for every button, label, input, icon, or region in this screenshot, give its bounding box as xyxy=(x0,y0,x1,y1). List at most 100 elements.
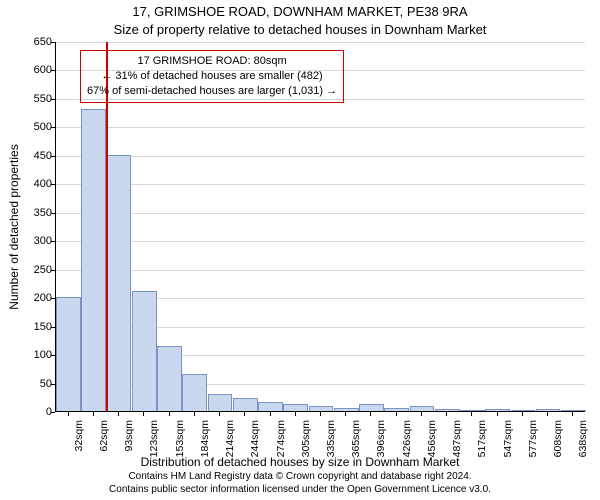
x-tick-label: 244sqm xyxy=(249,420,261,470)
grid-line xyxy=(56,156,585,157)
x-tick-label: 335sqm xyxy=(325,420,337,470)
x-tick-mark xyxy=(194,412,195,416)
footer-line-2: Contains public sector information licen… xyxy=(0,484,600,497)
grid-line xyxy=(56,127,585,128)
y-tick-label: 500 xyxy=(12,121,52,133)
histogram-bar xyxy=(460,410,485,411)
y-tick-label: 100 xyxy=(12,349,52,361)
y-tick-label: 550 xyxy=(12,93,52,105)
x-tick-label: 365sqm xyxy=(350,420,362,470)
annotation-line-1: 17 GRIMSHOE ROAD: 80sqm xyxy=(87,54,337,69)
histogram-bar xyxy=(81,109,106,411)
y-tick-mark xyxy=(51,384,55,385)
y-tick-mark xyxy=(51,213,55,214)
x-tick-label: 396sqm xyxy=(375,420,387,470)
x-tick-label: 608sqm xyxy=(552,420,564,470)
x-tick-mark xyxy=(118,412,119,416)
histogram-bar xyxy=(208,394,233,411)
y-tick-mark xyxy=(51,412,55,413)
grid-line xyxy=(56,213,585,214)
x-tick-label: 487sqm xyxy=(451,420,463,470)
y-tick-mark xyxy=(51,127,55,128)
histogram-bar xyxy=(485,409,510,411)
x-tick-label: 32sqm xyxy=(73,420,85,470)
histogram-bar xyxy=(107,155,132,411)
histogram-bar xyxy=(258,402,283,411)
y-tick-label: 150 xyxy=(12,321,52,333)
y-tick-mark xyxy=(51,184,55,185)
x-tick-mark xyxy=(396,412,397,416)
y-tick-label: 450 xyxy=(12,150,52,162)
x-tick-label: 456sqm xyxy=(426,420,438,470)
histogram-bar xyxy=(334,408,359,411)
x-tick-mark xyxy=(497,412,498,416)
y-tick-label: 300 xyxy=(12,235,52,247)
y-tick-mark xyxy=(51,70,55,71)
histogram-bar xyxy=(132,291,157,411)
grid-line xyxy=(56,184,585,185)
x-tick-label: 184sqm xyxy=(199,420,211,470)
histogram-bar xyxy=(536,409,561,411)
y-tick-mark xyxy=(51,42,55,43)
y-tick-mark xyxy=(51,327,55,328)
y-tick-label: 200 xyxy=(12,292,52,304)
x-tick-mark xyxy=(143,412,144,416)
x-tick-mark xyxy=(547,412,548,416)
x-tick-mark xyxy=(270,412,271,416)
x-tick-label: 426sqm xyxy=(401,420,413,470)
x-tick-mark xyxy=(370,412,371,416)
y-tick-label: 0 xyxy=(12,406,52,418)
x-tick-mark xyxy=(421,412,422,416)
footer-attribution: Contains HM Land Registry data © Crown c… xyxy=(0,471,600,496)
y-tick-mark xyxy=(51,270,55,271)
x-tick-mark xyxy=(446,412,447,416)
x-tick-label: 577sqm xyxy=(527,420,539,470)
grid-line xyxy=(56,241,585,242)
x-tick-mark xyxy=(572,412,573,416)
histogram-bar xyxy=(435,409,460,411)
x-tick-label: 547sqm xyxy=(502,420,514,470)
x-tick-mark xyxy=(68,412,69,416)
histogram-bar xyxy=(157,346,182,411)
x-tick-label: 62sqm xyxy=(98,420,110,470)
y-tick-mark xyxy=(51,355,55,356)
x-tick-mark xyxy=(244,412,245,416)
y-tick-label: 600 xyxy=(12,64,52,76)
x-tick-mark xyxy=(471,412,472,416)
x-tick-mark xyxy=(169,412,170,416)
grid-line xyxy=(56,42,585,43)
histogram-bar xyxy=(182,374,207,411)
y-tick-mark xyxy=(51,156,55,157)
histogram-bar xyxy=(283,404,308,411)
title-line-1: 17, GRIMSHOE ROAD, DOWNHAM MARKET, PE38 … xyxy=(0,4,600,19)
footer-line-1: Contains HM Land Registry data © Crown c… xyxy=(0,471,600,484)
x-tick-label: 274sqm xyxy=(275,420,287,470)
annotation-box: 17 GRIMSHOE ROAD: 80sqm ← 31% of detache… xyxy=(80,50,344,103)
annotation-line-3: 67% of semi-detached houses are larger (… xyxy=(87,84,337,99)
x-tick-label: 93sqm xyxy=(123,420,135,470)
y-tick-mark xyxy=(51,298,55,299)
histogram-bar xyxy=(56,297,81,411)
x-tick-label: 517sqm xyxy=(476,420,488,470)
y-tick-label: 350 xyxy=(12,207,52,219)
x-tick-mark xyxy=(320,412,321,416)
grid-line xyxy=(56,270,585,271)
x-tick-label: 214sqm xyxy=(224,420,236,470)
x-tick-mark xyxy=(219,412,220,416)
histogram-bar xyxy=(359,404,384,411)
x-tick-label: 123sqm xyxy=(148,420,160,470)
histogram-bar xyxy=(233,398,258,411)
y-tick-label: 650 xyxy=(12,36,52,48)
histogram-bar xyxy=(410,406,435,411)
x-tick-mark xyxy=(522,412,523,416)
title-line-2: Size of property relative to detached ho… xyxy=(0,22,600,37)
x-tick-mark xyxy=(295,412,296,416)
y-tick-label: 50 xyxy=(12,378,52,390)
y-tick-mark xyxy=(51,99,55,100)
x-tick-label: 638sqm xyxy=(577,420,589,470)
histogram-bar xyxy=(561,410,586,411)
histogram-bar xyxy=(309,406,334,411)
histogram-bar xyxy=(384,408,409,411)
y-tick-label: 400 xyxy=(12,178,52,190)
x-tick-mark xyxy=(93,412,94,416)
